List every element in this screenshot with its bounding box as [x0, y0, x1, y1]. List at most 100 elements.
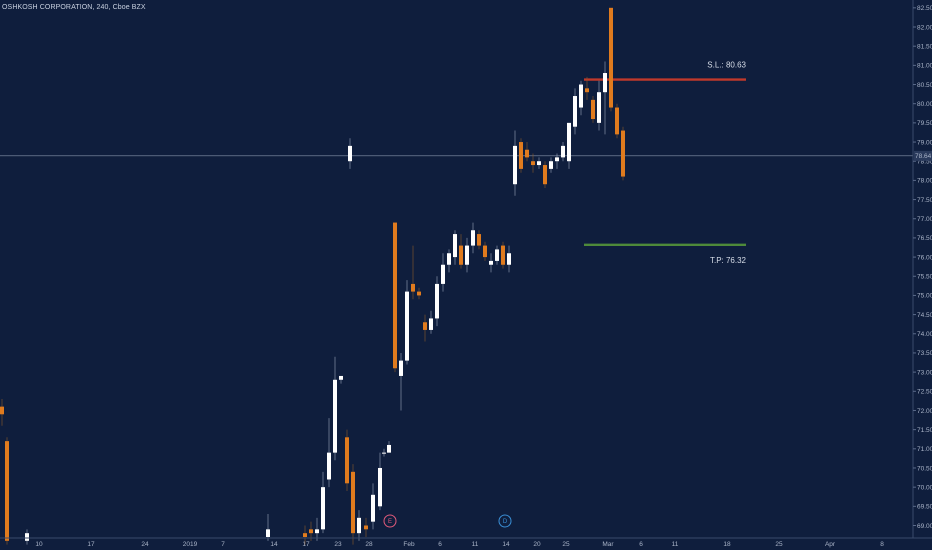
stop-loss-label: S.L.: 80.63	[707, 61, 746, 70]
candle-body	[327, 452, 331, 480]
candle	[327, 418, 331, 488]
candle	[393, 222, 397, 373]
candle-body	[5, 441, 9, 541]
event-marker-circle	[383, 514, 397, 528]
candle	[615, 103, 619, 139]
candle	[411, 245, 415, 300]
candle	[364, 517, 368, 537]
take-profit-label: T.P: 76.32	[710, 256, 747, 265]
y-axis[interactable]: 82.50 82.00 81.50 81.00 80.50 80.00 79.50 79.00…	[912, 0, 932, 538]
y-tick-label: 71.00	[917, 446, 932, 453]
candle-body	[501, 245, 505, 265]
candle-body	[477, 234, 481, 246]
candle-body	[357, 517, 361, 534]
candle-body	[382, 452, 386, 454]
candle-body	[549, 161, 553, 169]
candle	[585, 76, 589, 100]
candle	[501, 241, 505, 269]
candle	[303, 525, 307, 545]
candle	[447, 249, 451, 273]
event-marker[interactable]: D	[498, 514, 512, 528]
x-tick-label: Apr	[825, 541, 836, 548]
x-tick-label: Feb	[403, 541, 415, 548]
candle-body	[0, 406, 4, 415]
x-tick-label: 20	[533, 541, 541, 548]
candle-body	[507, 253, 511, 265]
x-tick-label: 28	[365, 541, 373, 548]
candle	[477, 230, 481, 250]
event-marker-circle	[498, 514, 512, 528]
candle-body	[321, 487, 325, 530]
candle-body	[405, 291, 409, 361]
candle-body	[447, 253, 451, 265]
candle-body	[597, 92, 601, 123]
candle	[266, 513, 270, 541]
candle-body	[315, 529, 319, 534]
candle	[429, 310, 433, 334]
candle	[348, 138, 352, 169]
candle-body	[423, 322, 427, 330]
candle-body	[603, 73, 607, 93]
x-tick-label: Mar	[602, 541, 614, 548]
x-tick-label: 17	[87, 541, 95, 548]
candle	[525, 142, 529, 162]
x-tick-label: 2019	[183, 541, 198, 548]
candle	[399, 352, 403, 411]
candle-body	[453, 234, 457, 258]
candle	[339, 375, 343, 384]
candle	[423, 314, 427, 342]
x-axis[interactable]: 10 17 24 2019 7 14 17 23 28 Feb 6 11 14 20 25 Mar 6 11 18 2…	[0, 537, 932, 548]
y-tick-label: 79.50	[917, 120, 932, 127]
candle	[459, 234, 463, 269]
y-tick-label: 70.00	[917, 484, 932, 491]
y-tick-label: 78.50	[917, 159, 932, 166]
candle-body	[513, 145, 517, 185]
y-tick-label: 77.00	[917, 216, 932, 223]
x-tick-label: 6	[438, 541, 442, 548]
candle	[621, 126, 625, 181]
candle-body	[399, 360, 403, 376]
candle-body	[495, 249, 499, 261]
candle-body	[348, 145, 352, 162]
candle	[417, 287, 421, 300]
candle	[507, 245, 511, 273]
candle	[483, 241, 487, 261]
event-marker[interactable]: E	[383, 514, 397, 528]
current-price-label: 78.64	[915, 153, 932, 160]
candle	[543, 161, 547, 189]
candle-body	[371, 494, 375, 522]
y-tick-label: 72.50	[917, 389, 932, 396]
candle-body	[364, 525, 368, 530]
candle	[465, 237, 469, 273]
candle-body	[465, 245, 469, 265]
candle-body	[561, 145, 565, 158]
candle	[519, 138, 523, 173]
y-tick-label: 81.00	[917, 63, 932, 70]
candle-body	[345, 437, 349, 484]
candle	[5, 437, 9, 545]
candle	[25, 529, 29, 545]
candle	[371, 483, 375, 530]
y-tick-label: 77.50	[917, 197, 932, 204]
candle-body	[621, 130, 625, 177]
candle	[513, 130, 517, 196]
x-tick-label: 11	[472, 541, 479, 548]
candle	[321, 471, 325, 534]
candle	[555, 153, 559, 169]
y-tick-label: 72.00	[917, 408, 932, 415]
y-tick-label: 71.50	[917, 427, 932, 434]
trade-levels-layer: S.L.: 80.63 T.P: 76.32	[584, 61, 747, 265]
candle-body	[525, 149, 529, 158]
candles-layer	[0, 7, 625, 545]
candle	[531, 153, 535, 173]
event-marker-letter: E	[388, 519, 392, 525]
y-tick-label: 76.50	[917, 235, 932, 242]
candle-body	[309, 529, 313, 534]
candle	[495, 245, 499, 265]
event-marker-letter: D	[503, 519, 508, 525]
candle	[597, 80, 601, 131]
y-tick-label: 80.50	[917, 82, 932, 89]
